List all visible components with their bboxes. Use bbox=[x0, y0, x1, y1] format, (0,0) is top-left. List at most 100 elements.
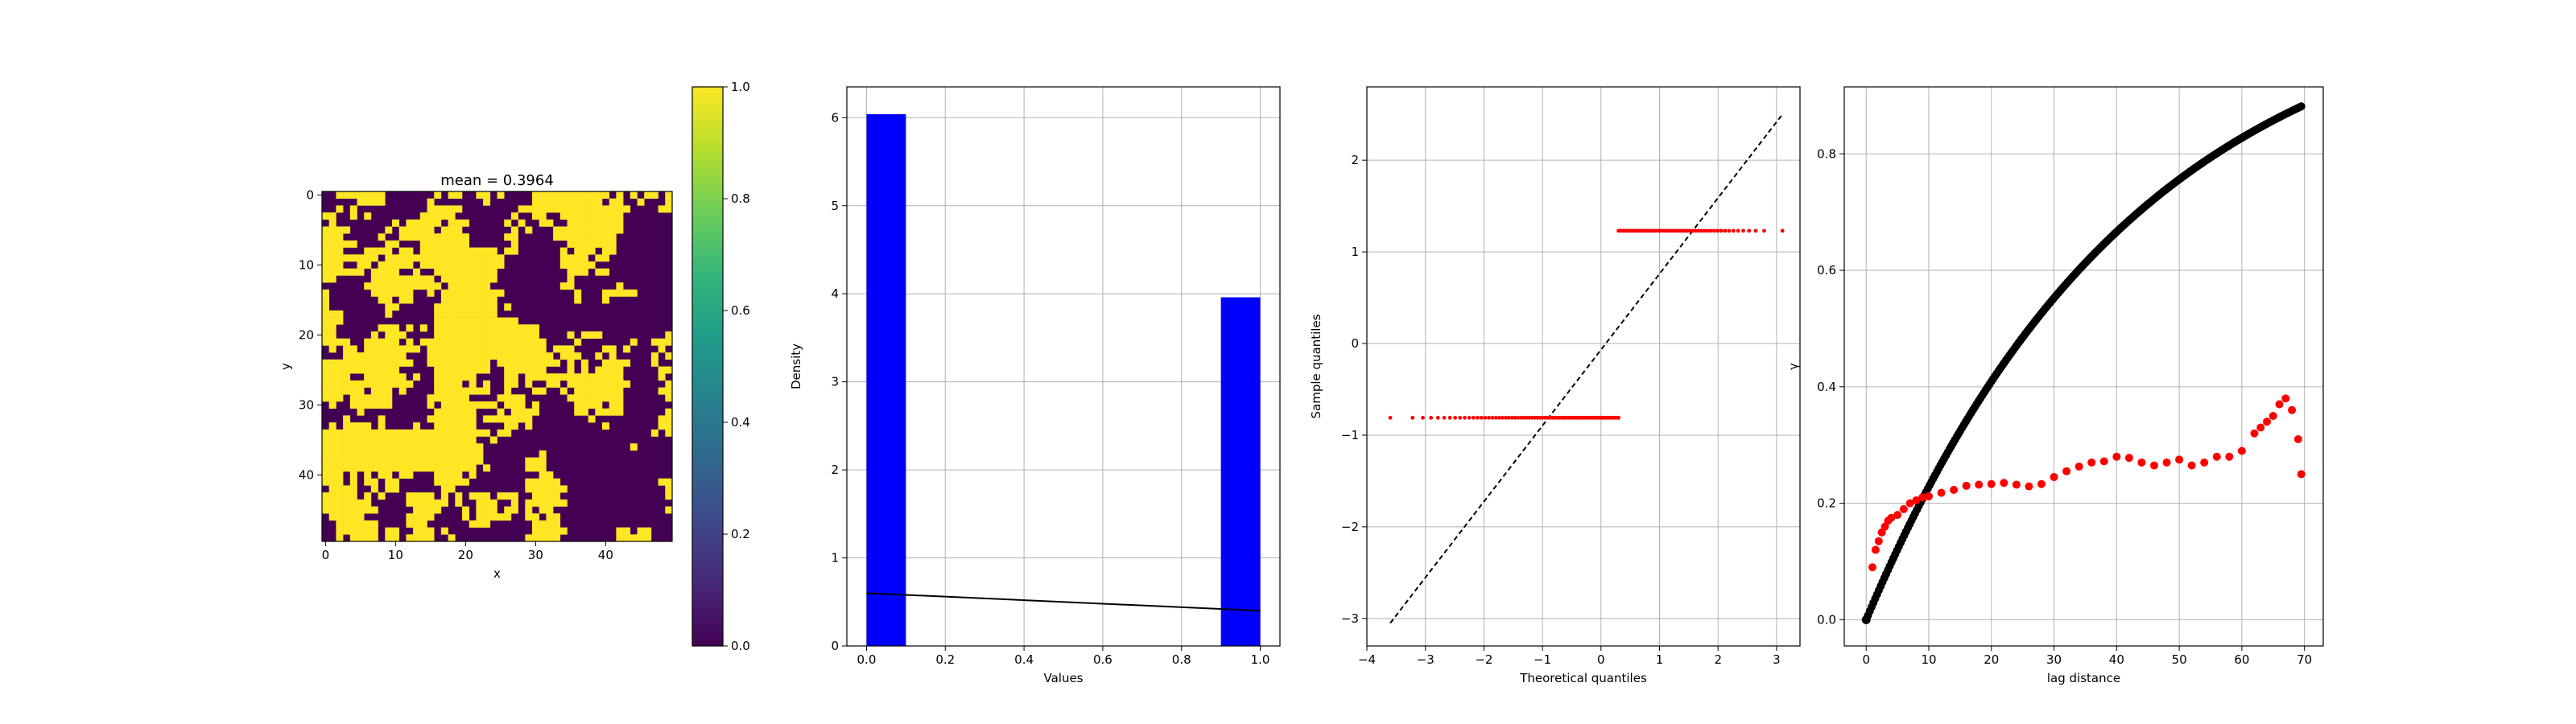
colorbar-tick-label: 0.8 bbox=[731, 191, 750, 206]
heatmap-cell bbox=[553, 534, 561, 542]
heatmap-cell bbox=[370, 380, 378, 388]
heatmap-cell bbox=[616, 205, 624, 213]
heatmap-cell bbox=[483, 506, 491, 514]
heatmap-cell bbox=[510, 366, 518, 374]
heatmap-cell bbox=[532, 198, 539, 206]
heatmap-cell bbox=[616, 401, 624, 409]
heatmap-cell bbox=[385, 345, 393, 353]
qq-point bbox=[1493, 415, 1498, 420]
heatmap-cell bbox=[455, 464, 463, 472]
heatmap-cell bbox=[328, 233, 336, 241]
heatmap-cell bbox=[440, 233, 448, 241]
qq-point bbox=[1527, 415, 1532, 420]
heatmap-cell bbox=[385, 261, 393, 269]
heatmap-cell bbox=[398, 345, 407, 353]
heatmap-cell bbox=[595, 352, 603, 360]
heatmap-cell bbox=[567, 373, 575, 381]
heatmap-cell bbox=[489, 261, 497, 269]
heatmap-cell bbox=[588, 233, 596, 241]
heatmap-cell bbox=[532, 359, 539, 367]
heatmap-cell bbox=[448, 289, 456, 297]
heatmap-cell bbox=[497, 492, 505, 500]
heatmap-cell bbox=[336, 506, 344, 514]
heatmap-cell bbox=[462, 247, 469, 255]
heatmap-cell bbox=[489, 296, 497, 304]
heatmap-cell bbox=[378, 275, 386, 283]
histogram-fit-line bbox=[866, 592, 1261, 612]
heatmap-cell bbox=[525, 373, 533, 381]
heatmap-cell bbox=[343, 191, 351, 199]
heatmap-cell bbox=[518, 366, 526, 374]
heatmap-cell bbox=[559, 198, 568, 206]
heatmap-cell bbox=[322, 429, 329, 437]
heatmap-cell bbox=[440, 296, 448, 304]
heatmap-cell bbox=[476, 338, 484, 346]
heatmap-cell bbox=[469, 282, 477, 290]
heatmap-cell bbox=[469, 401, 477, 409]
heatmap-cell bbox=[398, 359, 407, 367]
histogram-grid bbox=[847, 87, 1280, 647]
heatmap-cell bbox=[602, 268, 609, 276]
variogram-empirical-point bbox=[1912, 496, 1921, 505]
heatmap-cell bbox=[370, 506, 378, 514]
heatmap-cell bbox=[539, 366, 547, 374]
heatmap-cell bbox=[497, 289, 505, 297]
heatmap-cell bbox=[440, 324, 448, 332]
heatmap-cell bbox=[370, 401, 378, 409]
heatmap-cell bbox=[518, 352, 526, 360]
qq-point bbox=[1388, 415, 1393, 420]
histogram-x-tick-label: 0.0 bbox=[857, 652, 877, 667]
heatmap-cell bbox=[462, 261, 469, 269]
variogram-empirical-point bbox=[1937, 488, 1946, 497]
heatmap-cell bbox=[364, 471, 372, 479]
heatmap-cell bbox=[588, 198, 596, 206]
heatmap-cell bbox=[567, 282, 575, 290]
qq-point bbox=[1708, 228, 1713, 233]
heatmap-cell bbox=[427, 212, 435, 220]
heatmap-cell bbox=[483, 520, 491, 528]
heatmap-cell bbox=[434, 282, 442, 290]
qq-points bbox=[1388, 228, 1785, 420]
heatmap-cell bbox=[532, 331, 539, 339]
heatmap-cell bbox=[357, 450, 365, 458]
heatmap-cell bbox=[532, 464, 539, 472]
heatmap-cell bbox=[588, 240, 596, 248]
qq-point bbox=[1509, 415, 1514, 420]
heatmap-cell bbox=[658, 415, 666, 423]
heatmap-cell bbox=[448, 212, 456, 220]
heatmap-cell bbox=[489, 345, 497, 353]
heatmap-cell bbox=[392, 450, 399, 458]
heatmap-cell bbox=[349, 352, 357, 360]
heatmap-cell bbox=[357, 527, 365, 535]
heatmap-cell bbox=[574, 408, 582, 416]
heatmap-cell bbox=[370, 387, 378, 395]
heatmap-cell bbox=[336, 499, 344, 507]
heatmap-cell bbox=[364, 352, 372, 360]
heatmap-cell bbox=[392, 485, 399, 493]
heatmap-cell bbox=[343, 380, 351, 388]
heatmap-cell bbox=[378, 450, 386, 458]
variogram-y-tick-label: 0.6 bbox=[1817, 263, 1836, 278]
heatmap-cell bbox=[483, 429, 491, 437]
heatmap-cell bbox=[406, 289, 414, 297]
heatmap-cell bbox=[385, 310, 393, 318]
heatmap-cell bbox=[434, 359, 442, 367]
heatmap-cell bbox=[406, 219, 414, 227]
heatmap-cell bbox=[616, 219, 624, 227]
heatmap-cell bbox=[462, 268, 469, 276]
heatmap-cell bbox=[489, 338, 497, 346]
heatmap-cell bbox=[427, 240, 435, 248]
heatmap-cell bbox=[574, 394, 582, 402]
heatmap-cell bbox=[609, 373, 617, 381]
heatmap-cell bbox=[665, 198, 673, 206]
heatmap-cell bbox=[455, 352, 463, 360]
heatmap-cell bbox=[419, 513, 427, 521]
heatmap-cell bbox=[343, 464, 351, 472]
heatmap-cell bbox=[440, 310, 448, 318]
heatmap-cell bbox=[504, 492, 512, 500]
heatmap-cell bbox=[448, 331, 456, 339]
variogram-empirical-point bbox=[2074, 463, 2083, 471]
heatmap-cell bbox=[349, 240, 357, 248]
heatmap-cell bbox=[644, 527, 652, 535]
heatmap-cell bbox=[328, 464, 336, 472]
